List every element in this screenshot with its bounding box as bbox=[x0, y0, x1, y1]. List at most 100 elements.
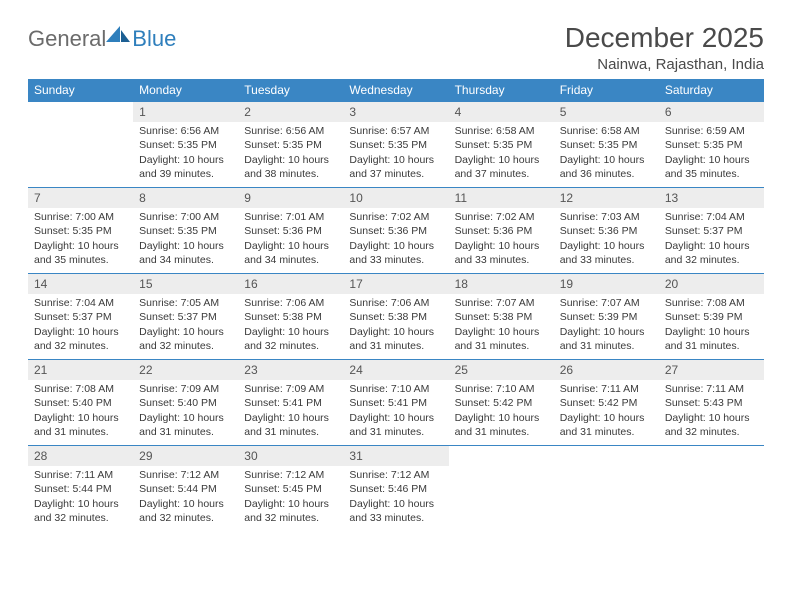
weekday-header: Thursday bbox=[449, 79, 554, 102]
calendar-day-cell: 28Sunrise: 7:11 AMSunset: 5:44 PMDayligh… bbox=[28, 446, 133, 532]
sunrise-text: Sunrise: 6:58 AM bbox=[455, 124, 548, 138]
sunset-text: Sunset: 5:37 PM bbox=[34, 310, 127, 324]
weekday-header: Tuesday bbox=[238, 79, 343, 102]
sunset-text: Sunset: 5:35 PM bbox=[455, 138, 548, 152]
day-content: Sunrise: 7:00 AMSunset: 5:35 PMDaylight:… bbox=[28, 208, 133, 271]
daylight-text: Daylight: 10 hours bbox=[455, 325, 548, 339]
day-number: 8 bbox=[133, 188, 238, 208]
day-content: Sunrise: 7:08 AMSunset: 5:39 PMDaylight:… bbox=[659, 294, 764, 357]
day-content: Sunrise: 7:12 AMSunset: 5:44 PMDaylight:… bbox=[133, 466, 238, 529]
daylight-text: and 33 minutes. bbox=[455, 253, 548, 267]
daylight-text: Daylight: 10 hours bbox=[244, 411, 337, 425]
day-number: 5 bbox=[554, 102, 659, 122]
daylight-text: and 33 minutes. bbox=[560, 253, 653, 267]
daylight-text: and 31 minutes. bbox=[139, 425, 232, 439]
calendar-day-cell bbox=[554, 446, 659, 532]
day-content: Sunrise: 7:09 AMSunset: 5:40 PMDaylight:… bbox=[133, 380, 238, 443]
sunrise-text: Sunrise: 7:07 AM bbox=[455, 296, 548, 310]
sunset-text: Sunset: 5:36 PM bbox=[349, 224, 442, 238]
sunrise-text: Sunrise: 7:12 AM bbox=[139, 468, 232, 482]
sunset-text: Sunset: 5:36 PM bbox=[244, 224, 337, 238]
daylight-text: Daylight: 10 hours bbox=[139, 153, 232, 167]
calendar-page: General Blue December 2025 Nainwa, Rajas… bbox=[0, 0, 792, 542]
calendar-day-cell: 4Sunrise: 6:58 AMSunset: 5:35 PMDaylight… bbox=[449, 102, 554, 188]
day-number: 6 bbox=[659, 102, 764, 122]
day-number: 2 bbox=[238, 102, 343, 122]
calendar-day-cell: 11Sunrise: 7:02 AMSunset: 5:36 PMDayligh… bbox=[449, 188, 554, 274]
daylight-text: and 32 minutes. bbox=[34, 339, 127, 353]
daylight-text: and 35 minutes. bbox=[665, 167, 758, 181]
day-content: Sunrise: 7:04 AMSunset: 5:37 PMDaylight:… bbox=[659, 208, 764, 271]
day-number: 19 bbox=[554, 274, 659, 294]
daylight-text: Daylight: 10 hours bbox=[244, 497, 337, 511]
daylight-text: Daylight: 10 hours bbox=[349, 153, 442, 167]
day-content: Sunrise: 7:03 AMSunset: 5:36 PMDaylight:… bbox=[554, 208, 659, 271]
sunset-text: Sunset: 5:43 PM bbox=[665, 396, 758, 410]
day-content: Sunrise: 7:11 AMSunset: 5:42 PMDaylight:… bbox=[554, 380, 659, 443]
sunset-text: Sunset: 5:42 PM bbox=[560, 396, 653, 410]
day-content: Sunrise: 6:56 AMSunset: 5:35 PMDaylight:… bbox=[133, 122, 238, 185]
calendar-head: SundayMondayTuesdayWednesdayThursdayFrid… bbox=[28, 79, 764, 102]
location-text: Nainwa, Rajasthan, India bbox=[565, 56, 764, 73]
brand-general: General bbox=[28, 26, 106, 52]
sunrise-text: Sunrise: 7:03 AM bbox=[560, 210, 653, 224]
sunrise-text: Sunrise: 7:08 AM bbox=[665, 296, 758, 310]
sunset-text: Sunset: 5:36 PM bbox=[560, 224, 653, 238]
sunrise-text: Sunrise: 7:09 AM bbox=[244, 382, 337, 396]
title-block: December 2025 Nainwa, Rajasthan, India bbox=[565, 22, 764, 73]
day-content: Sunrise: 6:57 AMSunset: 5:35 PMDaylight:… bbox=[343, 122, 448, 185]
daylight-text: and 37 minutes. bbox=[455, 167, 548, 181]
sunrise-text: Sunrise: 7:01 AM bbox=[244, 210, 337, 224]
daylight-text: and 31 minutes. bbox=[560, 339, 653, 353]
calendar-body: 1Sunrise: 6:56 AMSunset: 5:35 PMDaylight… bbox=[28, 102, 764, 532]
daylight-text: and 34 minutes. bbox=[139, 253, 232, 267]
weekday-header: Monday bbox=[133, 79, 238, 102]
day-number: 4 bbox=[449, 102, 554, 122]
sunrise-text: Sunrise: 7:05 AM bbox=[139, 296, 232, 310]
day-number: 22 bbox=[133, 360, 238, 380]
weekday-header: Saturday bbox=[659, 79, 764, 102]
day-content: Sunrise: 7:08 AMSunset: 5:40 PMDaylight:… bbox=[28, 380, 133, 443]
calendar-week-row: 14Sunrise: 7:04 AMSunset: 5:37 PMDayligh… bbox=[28, 274, 764, 360]
sunset-text: Sunset: 5:36 PM bbox=[455, 224, 548, 238]
day-number: 20 bbox=[659, 274, 764, 294]
sunset-text: Sunset: 5:38 PM bbox=[349, 310, 442, 324]
sunset-text: Sunset: 5:40 PM bbox=[34, 396, 127, 410]
sunrise-text: Sunrise: 7:07 AM bbox=[560, 296, 653, 310]
day-number: 16 bbox=[238, 274, 343, 294]
daylight-text: Daylight: 10 hours bbox=[455, 411, 548, 425]
day-content: Sunrise: 7:11 AMSunset: 5:43 PMDaylight:… bbox=[659, 380, 764, 443]
daylight-text: Daylight: 10 hours bbox=[560, 239, 653, 253]
calendar-day-cell: 31Sunrise: 7:12 AMSunset: 5:46 PMDayligh… bbox=[343, 446, 448, 532]
daylight-text: Daylight: 10 hours bbox=[560, 153, 653, 167]
brand-blue: Blue bbox=[132, 26, 176, 52]
sunset-text: Sunset: 5:37 PM bbox=[139, 310, 232, 324]
sunset-text: Sunset: 5:35 PM bbox=[34, 224, 127, 238]
weekday-header: Sunday bbox=[28, 79, 133, 102]
daylight-text: Daylight: 10 hours bbox=[560, 411, 653, 425]
day-content: Sunrise: 7:12 AMSunset: 5:46 PMDaylight:… bbox=[343, 466, 448, 529]
daylight-text: Daylight: 10 hours bbox=[139, 411, 232, 425]
daylight-text: Daylight: 10 hours bbox=[139, 325, 232, 339]
daylight-text: Daylight: 10 hours bbox=[349, 411, 442, 425]
weekday-header: Wednesday bbox=[343, 79, 448, 102]
calendar-week-row: 7Sunrise: 7:00 AMSunset: 5:35 PMDaylight… bbox=[28, 188, 764, 274]
sunrise-text: Sunrise: 7:10 AM bbox=[455, 382, 548, 396]
daylight-text: Daylight: 10 hours bbox=[349, 325, 442, 339]
day-number: 31 bbox=[343, 446, 448, 466]
daylight-text: and 31 minutes. bbox=[349, 425, 442, 439]
calendar-day-cell: 20Sunrise: 7:08 AMSunset: 5:39 PMDayligh… bbox=[659, 274, 764, 360]
day-number: 26 bbox=[554, 360, 659, 380]
daylight-text: and 32 minutes. bbox=[139, 511, 232, 525]
daylight-text: Daylight: 10 hours bbox=[34, 497, 127, 511]
weekday-row: SundayMondayTuesdayWednesdayThursdayFrid… bbox=[28, 79, 764, 102]
daylight-text: Daylight: 10 hours bbox=[244, 153, 337, 167]
sunset-text: Sunset: 5:38 PM bbox=[244, 310, 337, 324]
calendar-day-cell bbox=[28, 102, 133, 188]
calendar-day-cell: 21Sunrise: 7:08 AMSunset: 5:40 PMDayligh… bbox=[28, 360, 133, 446]
sunset-text: Sunset: 5:35 PM bbox=[244, 138, 337, 152]
daylight-text: and 32 minutes. bbox=[34, 511, 127, 525]
sunset-text: Sunset: 5:35 PM bbox=[139, 138, 232, 152]
daylight-text: Daylight: 10 hours bbox=[244, 239, 337, 253]
day-number: 30 bbox=[238, 446, 343, 466]
